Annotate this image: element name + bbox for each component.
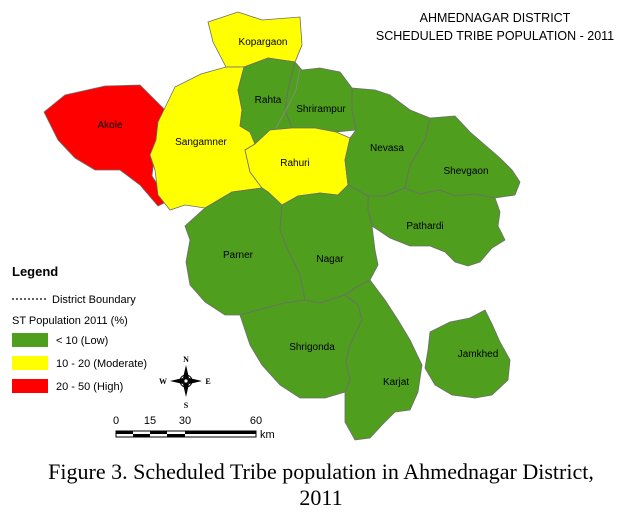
label-parner: Parner xyxy=(223,250,254,261)
legend-swatch-moderate xyxy=(12,356,48,370)
scale-tick-30: 30 xyxy=(179,415,191,427)
scale-unit: km xyxy=(260,429,275,441)
label-kopargaon: Kopargaon xyxy=(239,37,288,48)
label-shevgaon: Shevgaon xyxy=(443,166,488,177)
scale-tick-15: 15 xyxy=(144,415,156,427)
compass-w: W xyxy=(159,377,167,386)
label-akole: Akole xyxy=(97,120,122,131)
region-jamkhed xyxy=(424,309,511,399)
scale-bar: 0 15 30 60 km xyxy=(113,415,275,441)
label-rahuri: Rahuri xyxy=(280,158,309,169)
label-jamkhed: Jamkhed xyxy=(458,349,499,360)
map-title-line2: SCHEDULED TRIBE POPULATION - 2011 xyxy=(376,29,614,43)
compass-rose-icon: N S E W xyxy=(159,355,211,410)
region-akole xyxy=(43,84,169,207)
scale-tick-60: 60 xyxy=(250,415,262,427)
figure-caption-line1: Figure 3. Scheduled Tribe population in … xyxy=(48,459,594,484)
label-rahta: Rahta xyxy=(255,95,282,106)
legend-swatch-low xyxy=(12,333,48,347)
legend-label-high: 20 - 50 (High) xyxy=(56,381,123,393)
figure-caption-line2: 2011 xyxy=(299,485,343,510)
region-pathardi xyxy=(367,187,506,267)
compass-s: S xyxy=(184,401,189,410)
label-nagar: Nagar xyxy=(316,254,344,265)
compass-e: E xyxy=(205,377,210,386)
legend-boundary-label: District Boundary xyxy=(52,294,136,306)
legend-label-moderate: 10 - 20 (Moderate) xyxy=(56,358,147,370)
label-sangamner: Sangamner xyxy=(175,137,227,148)
label-shrirampur: Shrirampur xyxy=(296,104,346,115)
legend-title: Legend xyxy=(12,264,58,279)
label-nevasa: Nevasa xyxy=(370,143,404,154)
river-line xyxy=(275,67,301,129)
label-shrigonda: Shrigonda xyxy=(289,342,335,353)
region-karjat xyxy=(344,279,423,441)
legend-subtitle: ST Population 2011 (%) xyxy=(12,315,128,327)
label-karjat: Karjat xyxy=(383,377,409,388)
compass-n: N xyxy=(183,355,189,364)
legend-swatch-high xyxy=(12,379,48,393)
region-shrirampur xyxy=(284,61,357,133)
legend-label-low: < 10 (Low) xyxy=(56,335,108,347)
map-title-line1: AHMEDNAGAR DISTRICT xyxy=(420,11,571,25)
label-pathardi: Pathardi xyxy=(406,221,443,232)
region-nagar xyxy=(279,184,379,304)
scale-tick-0: 0 xyxy=(113,415,119,427)
